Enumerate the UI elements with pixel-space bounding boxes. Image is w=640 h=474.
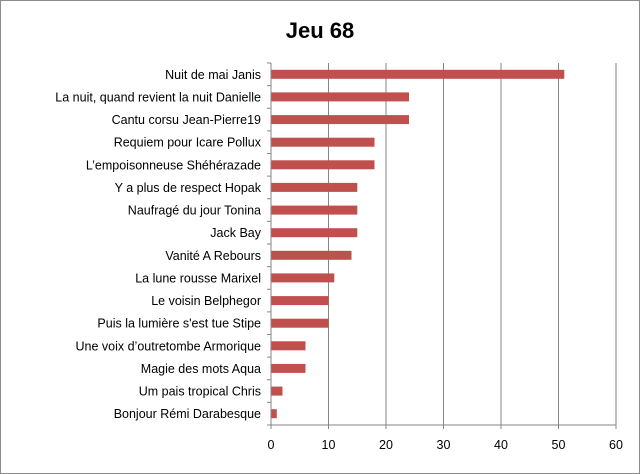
category-label: Nuit de mai Janis [165, 68, 261, 82]
category-labels: Nuit de mai Janis La nuit, quand revient … [55, 68, 261, 421]
category-label: Cantu corsu Jean-Pierre19 [112, 113, 261, 127]
x-tick-label: 60 [609, 438, 623, 452]
category-label: Vanité A Rebours [165, 249, 261, 263]
bar [271, 92, 409, 102]
bar [271, 250, 352, 260]
chart-title: Jeu 68 [286, 18, 355, 43]
bar [271, 69, 565, 79]
bar [271, 386, 283, 396]
bar [271, 296, 329, 306]
x-tick-label: 0 [268, 438, 275, 452]
x-tick-label: 40 [494, 438, 508, 452]
bar [271, 182, 358, 192]
category-label: La nuit, quand revient la nuit Danielle [55, 90, 261, 104]
bar [271, 318, 329, 328]
bar [271, 341, 306, 351]
bars [271, 69, 565, 419]
bar [271, 273, 335, 283]
bar [271, 409, 277, 419]
bar [271, 115, 409, 125]
bar [271, 228, 358, 238]
x-tick-labels: 0 10 20 30 40 50 60 [268, 438, 623, 452]
category-label: Naufragé du jour Tonina [128, 204, 261, 218]
category-label: Um pais tropical Chris [139, 385, 261, 399]
category-label: Jack Bay [210, 226, 261, 240]
category-label: La lune rousse Marixel [135, 271, 261, 285]
category-label: Requiem pour Icare Pollux [114, 136, 262, 150]
bar [271, 205, 358, 215]
category-label: Bonjour Rémi Darabesque [114, 407, 261, 421]
x-tick-label: 10 [322, 438, 336, 452]
x-tick-label: 50 [552, 438, 566, 452]
x-tick-label: 30 [437, 438, 451, 452]
category-label: Puis la lumière s'est tue Stipe [97, 317, 261, 331]
category-label: Une voix d’outretombe Armorique [75, 339, 261, 353]
bar [271, 137, 375, 147]
category-label: Y a plus de respect Hopak [115, 181, 262, 195]
category-label: Le voisin Belphegor [151, 294, 261, 308]
bar [271, 160, 375, 170]
x-tick-label: 20 [379, 438, 393, 452]
axes [267, 62, 617, 429]
category-label: Magie des mots Aqua [141, 362, 261, 376]
category-label: L’empoisonneuse Shéhérazade [86, 158, 261, 172]
bar [271, 363, 306, 373]
